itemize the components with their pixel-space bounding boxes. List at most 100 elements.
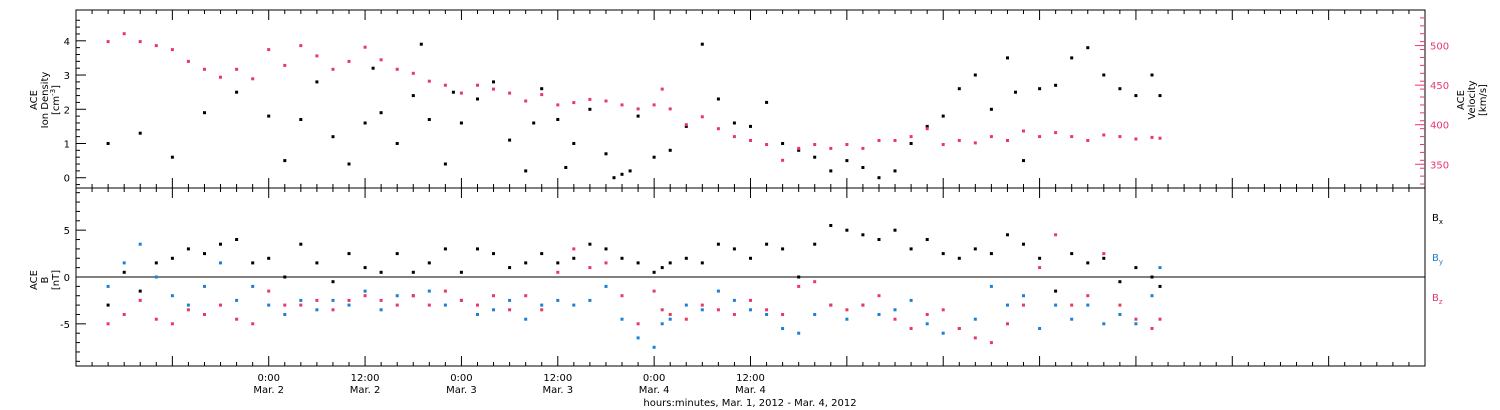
By-point [492, 308, 495, 312]
velocity-point [492, 87, 495, 91]
By-point [845, 317, 849, 321]
By-point [122, 261, 126, 265]
By-point [347, 303, 351, 307]
velocity-point [877, 139, 881, 142]
density-point [138, 131, 142, 135]
velocity-point [1102, 133, 1106, 137]
velocity-tick-label: 450 [1430, 81, 1449, 92]
By-point [283, 313, 287, 316]
x-tick-time-label: 12:00 [351, 373, 380, 384]
Bz-point [427, 303, 431, 307]
Bx-point [1022, 242, 1025, 246]
By-point [235, 298, 239, 302]
By-point [1038, 327, 1042, 330]
density-point [283, 159, 287, 163]
Bz-point [411, 294, 415, 298]
Bz-point [957, 327, 961, 330]
Bx-point [267, 256, 271, 260]
velocity-point [604, 99, 608, 103]
velocity-point [652, 103, 656, 107]
density-point [1086, 46, 1090, 50]
velocity-point [203, 67, 206, 71]
density-point [267, 114, 271, 118]
Bz-point [1118, 303, 1122, 307]
density-point [732, 121, 736, 125]
By-point [219, 261, 222, 265]
By-point [363, 289, 367, 293]
Bz-point [347, 298, 351, 302]
Bz-point [122, 313, 126, 316]
Bz-point [829, 303, 833, 307]
Bz-point [299, 303, 303, 307]
Bz-point [588, 266, 592, 270]
density-point [476, 97, 479, 101]
By-point [1054, 303, 1058, 307]
By-point [797, 331, 801, 335]
Bz-point [395, 303, 399, 307]
data-points [106, 32, 1162, 349]
By-point [1150, 294, 1154, 298]
By-point [508, 298, 512, 302]
density-point [572, 142, 576, 145]
velocity-point [219, 75, 222, 79]
Bx-point [459, 270, 463, 274]
density-tick-label: 0 [64, 174, 70, 185]
bottom-By-series [106, 242, 1162, 349]
bottom-Bx-series [106, 224, 1162, 307]
By-point [877, 313, 881, 316]
density-point [797, 148, 801, 152]
Bz-point [989, 341, 993, 345]
velocity-point [331, 67, 335, 71]
Bx-point [1102, 256, 1106, 260]
density-point [604, 152, 608, 156]
top-velocity-series [106, 32, 1162, 162]
density-point [395, 142, 399, 145]
Bz-point [572, 247, 576, 251]
velocity-point [154, 44, 158, 48]
legend-by: By [1432, 253, 1443, 266]
By-point [524, 317, 528, 321]
density-point [492, 80, 495, 84]
density-point [532, 121, 536, 125]
Bx-point [203, 252, 206, 256]
density-point [1102, 73, 1106, 77]
Bz-point [845, 308, 849, 312]
Bx-point [700, 261, 704, 265]
density-point [1118, 87, 1122, 91]
density-point [459, 121, 463, 125]
Bz-point [154, 317, 158, 321]
Bx-point [861, 233, 865, 237]
density-point [588, 107, 592, 111]
Bx-point [1158, 284, 1162, 288]
Bz-point [1134, 317, 1138, 321]
velocity-point [315, 54, 319, 58]
Bz-point [1150, 327, 1154, 330]
By-point [620, 317, 624, 321]
Bz-point [219, 303, 222, 307]
velocity-tick-label: 400 [1430, 121, 1449, 132]
Bz-point [941, 308, 945, 312]
By-point [716, 289, 720, 293]
By-point [1086, 303, 1090, 307]
Bx-point [749, 256, 752, 260]
density-tick-label: 3 [64, 71, 70, 82]
Bx-point [877, 238, 881, 241]
Bx-point [395, 252, 399, 256]
velocity-point [1158, 136, 1162, 140]
Bz-point [1006, 322, 1009, 326]
By-point [765, 313, 769, 316]
By-point [395, 294, 399, 298]
density-point [765, 100, 769, 104]
By-point [1102, 322, 1106, 326]
velocity-point [235, 67, 239, 71]
Bz-point [1158, 317, 1162, 321]
x-tick-time-label: 0:00 [257, 373, 279, 384]
Bz-point [267, 289, 271, 293]
velocity-point [122, 32, 126, 36]
Bx-point [845, 228, 849, 232]
density-point [1022, 159, 1025, 163]
By-point [379, 308, 383, 312]
density-velocity-panel-frame [75, 9, 1426, 189]
velocity-point [925, 127, 929, 131]
Bz-point [1102, 252, 1106, 256]
